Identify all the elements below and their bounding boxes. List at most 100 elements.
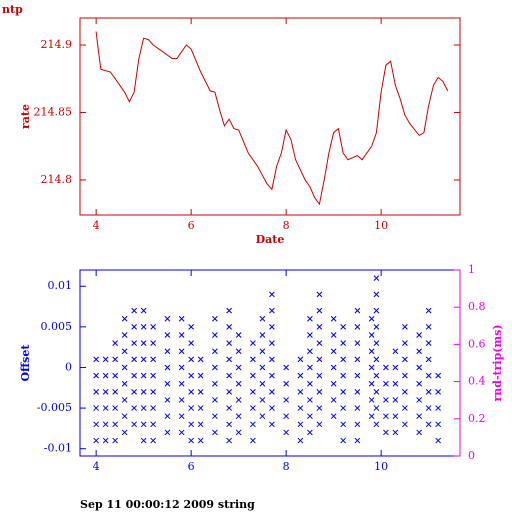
- point: [425, 307, 432, 314]
- point: [340, 356, 347, 363]
- point: [102, 356, 109, 363]
- point: [121, 429, 128, 436]
- point: [112, 372, 119, 379]
- point: [269, 405, 275, 411]
- point: [150, 388, 157, 395]
- x-axis-label: Date: [256, 233, 285, 246]
- point: [416, 429, 423, 436]
- x-tick-label: 8: [283, 460, 290, 473]
- x-tick-label: 8: [283, 219, 290, 232]
- point: [392, 380, 399, 387]
- point: [435, 388, 442, 395]
- point: [368, 364, 375, 371]
- point: [197, 372, 204, 379]
- point: [307, 364, 313, 371]
- point: [235, 380, 242, 387]
- point: [340, 437, 347, 444]
- y2-tick-label: 0: [468, 449, 475, 462]
- point: [178, 397, 185, 403]
- point: [373, 275, 380, 281]
- point: [131, 388, 138, 395]
- point: [131, 307, 138, 314]
- point: [259, 332, 266, 338]
- point: [102, 372, 109, 379]
- point: [269, 356, 275, 363]
- point: [354, 388, 361, 395]
- point: [368, 380, 375, 387]
- point: [140, 388, 147, 395]
- point: [188, 356, 195, 363]
- point: [197, 405, 204, 411]
- point: [93, 405, 100, 411]
- x-tick-label: 4: [93, 219, 100, 232]
- point: [269, 388, 275, 395]
- point: [250, 421, 256, 428]
- point: [131, 372, 138, 379]
- point: [212, 397, 218, 403]
- point: [297, 356, 304, 363]
- point: [373, 421, 380, 428]
- point: [212, 429, 218, 436]
- point: [259, 397, 266, 403]
- point: [188, 437, 195, 444]
- point: [188, 340, 195, 346]
- point: [226, 437, 233, 444]
- point: [112, 405, 119, 411]
- point: [354, 437, 361, 444]
- point: [425, 356, 432, 363]
- point: [316, 421, 323, 428]
- point: [250, 356, 256, 363]
- point: [102, 421, 109, 428]
- point: [112, 340, 119, 346]
- point: [121, 397, 128, 403]
- point: [197, 437, 204, 444]
- point: [269, 421, 275, 428]
- point: [354, 405, 361, 411]
- point: [178, 315, 185, 322]
- point: [425, 324, 432, 330]
- point: [121, 413, 128, 420]
- point: [235, 348, 242, 355]
- point: [416, 380, 423, 387]
- point: [269, 291, 275, 298]
- point: [164, 364, 171, 371]
- x-tick-label: 10: [374, 460, 388, 473]
- point: [425, 405, 432, 411]
- point: [178, 380, 185, 387]
- point: [226, 307, 233, 314]
- point: [316, 307, 323, 314]
- point: [226, 356, 233, 363]
- point: [316, 372, 323, 379]
- y2-tick-label: 0.2: [468, 412, 486, 425]
- point: [259, 364, 266, 371]
- point: [250, 437, 256, 444]
- point: [330, 380, 337, 387]
- point: [121, 364, 128, 371]
- point: [112, 388, 119, 395]
- point: [121, 315, 128, 322]
- point: [226, 372, 233, 379]
- point: [283, 364, 290, 371]
- point: [316, 356, 323, 363]
- y-tick-label: 0: [65, 360, 72, 373]
- point: [316, 291, 323, 298]
- point: [392, 364, 399, 371]
- point: [340, 421, 347, 428]
- point: [373, 405, 380, 411]
- point: [435, 405, 442, 411]
- point: [188, 388, 195, 395]
- point: [250, 388, 256, 395]
- point: [330, 364, 337, 371]
- point: [416, 332, 423, 338]
- point: [354, 356, 361, 363]
- point: [226, 388, 233, 395]
- y2-tick-label: 0.8: [468, 300, 486, 313]
- point: [392, 348, 399, 355]
- point: [140, 356, 147, 363]
- point: [93, 388, 100, 395]
- point: [164, 332, 171, 338]
- point: [435, 437, 442, 444]
- point: [102, 388, 109, 395]
- point: [383, 413, 389, 420]
- point: [283, 380, 290, 387]
